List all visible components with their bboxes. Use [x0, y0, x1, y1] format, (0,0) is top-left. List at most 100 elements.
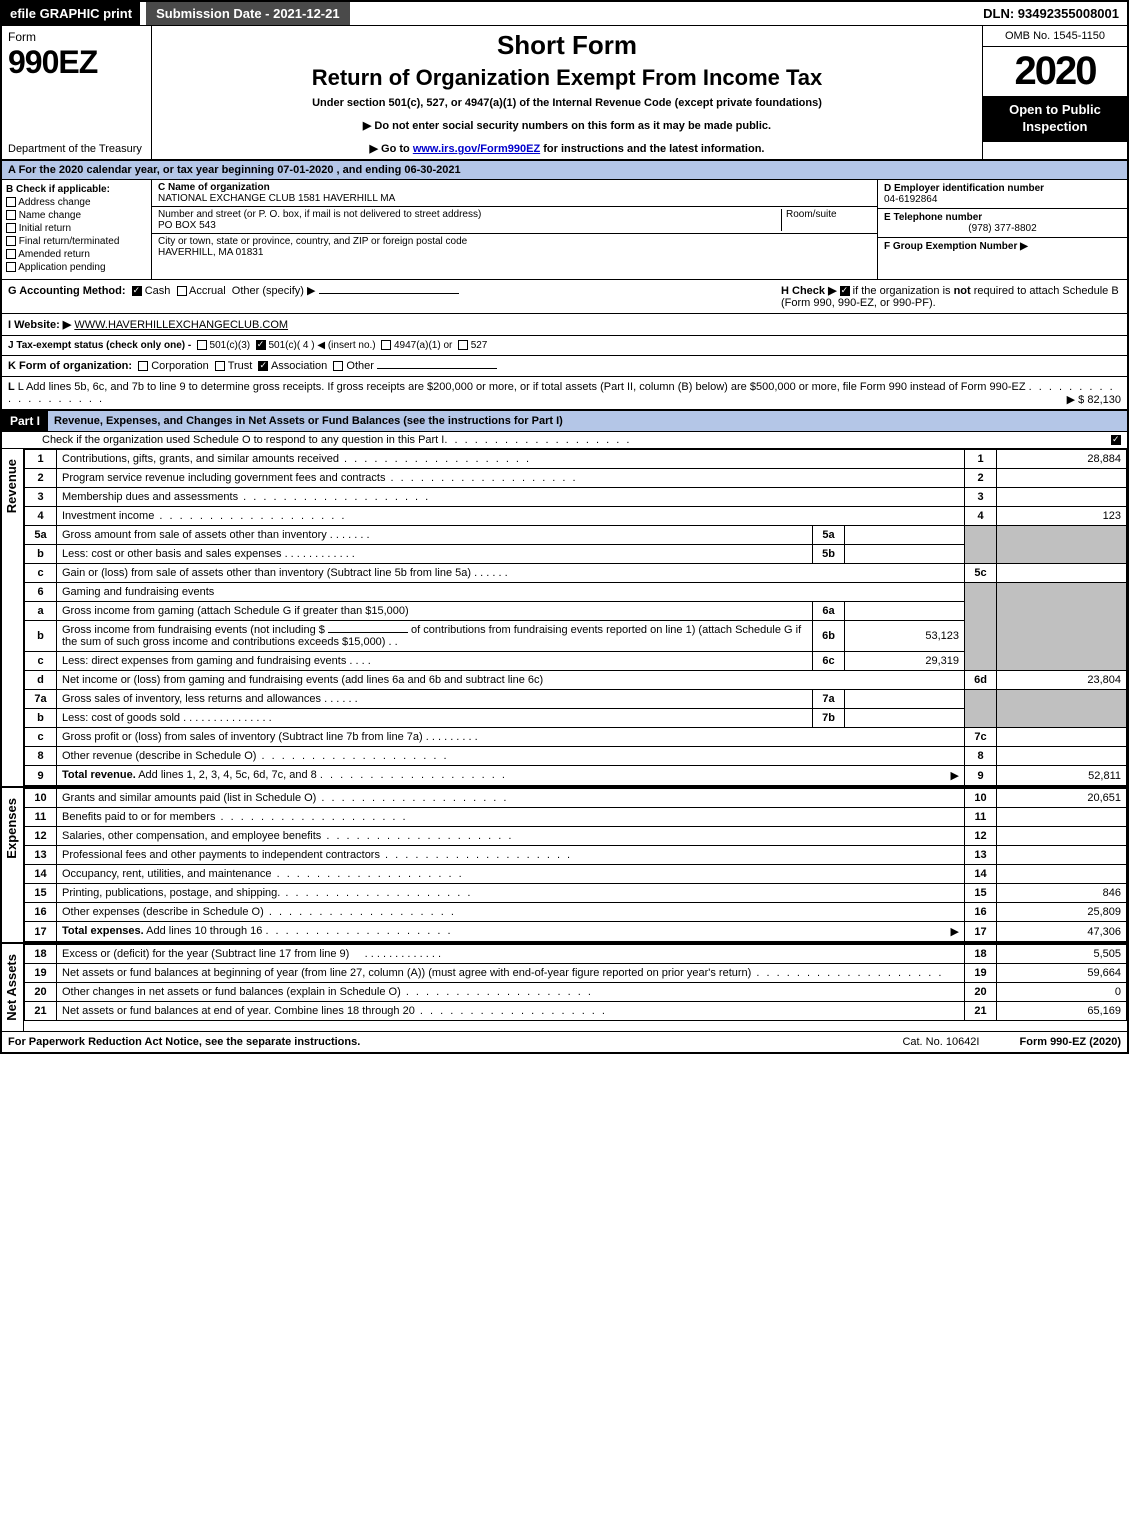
group-exemption-box: F Group Exemption Number ▶: [878, 238, 1127, 255]
line-5a: 5aGross amount from sale of assets other…: [25, 526, 1127, 545]
k-corp-check[interactable]: [138, 361, 148, 371]
omb-number: OMB No. 1545-1150: [983, 26, 1127, 47]
subtitle: Under section 501(c), 527, or 4947(a)(1)…: [162, 97, 972, 109]
form-header: Form 990EZ Department of the Treasury Sh…: [2, 26, 1127, 161]
k-label: K Form of organization:: [8, 360, 132, 372]
phone-box: E Telephone number (978) 377-8802: [878, 209, 1127, 238]
form-word: Form: [8, 30, 145, 44]
info-k: K Form of organization: Corporation Trus…: [2, 356, 1127, 377]
top-bar: efile GRAPHIC print Submission Date - 20…: [2, 2, 1127, 26]
line-15: 15Printing, publications, postage, and s…: [25, 884, 1127, 903]
check-initial-return[interactable]: Initial return: [6, 223, 147, 234]
f-label: F Group Exemption Number ▶: [884, 241, 1028, 252]
line-7c: cGross profit or (loss) from sales of in…: [25, 728, 1127, 747]
j-4947-check[interactable]: [381, 340, 391, 350]
line-12: 12Salaries, other compensation, and empl…: [25, 827, 1127, 846]
ein: 04-6192864: [884, 194, 937, 205]
line-14: 14Occupancy, rent, utilities, and mainte…: [25, 865, 1127, 884]
section-b-right: D Employer identification number 04-6192…: [877, 180, 1127, 279]
h-label: H Check ▶: [781, 285, 837, 297]
warning-line: ▶ Do not enter social security numbers o…: [162, 119, 972, 132]
c-label: C Name of organization: [158, 182, 871, 193]
j-527-check[interactable]: [458, 340, 468, 350]
line-20: 20Other changes in net assets or fund ba…: [25, 983, 1127, 1002]
revenue-side-label: Revenue: [2, 449, 24, 786]
org-name-box: C Name of organization NATIONAL EXCHANGE…: [152, 180, 877, 207]
part-i-schedule-o-check[interactable]: [1111, 434, 1121, 446]
g-cash-check[interactable]: [132, 286, 142, 296]
goto-line: ▶ Go to www.irs.gov/Form990EZ for instru…: [162, 142, 972, 155]
website-link[interactable]: WWW.HAVERHILLEXCHANGECLUB.COM: [74, 319, 288, 331]
line-18: 18Excess or (deficit) for the year (Subt…: [25, 945, 1127, 964]
revenue-table: 1Contributions, gifts, grants, and simil…: [24, 449, 1127, 786]
efile-label: efile GRAPHIC print: [2, 2, 140, 25]
inspection-label: Open to Public Inspection: [983, 96, 1127, 142]
line-9: 9Total revenue. Add lines 1, 2, 3, 4, 5c…: [25, 766, 1127, 786]
line-3: 3Membership dues and assessments3: [25, 488, 1127, 507]
g-accrual-check[interactable]: [177, 286, 187, 296]
line-2: 2Program service revenue including gover…: [25, 469, 1127, 488]
line-6a: aGross income from gaming (attach Schedu…: [25, 602, 1127, 621]
line-7b: bLess: cost of goods sold . . . . . . . …: [25, 709, 1127, 728]
k-trust-check[interactable]: [215, 361, 225, 371]
check-address-change[interactable]: Address change: [6, 197, 147, 208]
expenses-section: Expenses 10Grants and similar amounts pa…: [2, 786, 1127, 942]
line-10: 10Grants and similar amounts paid (list …: [25, 789, 1127, 808]
address-box: Number and street (or P. O. box, if mail…: [152, 207, 877, 234]
goto-post: for instructions and the latest informat…: [540, 143, 764, 155]
g-other-input[interactable]: [319, 293, 459, 294]
l-amount: ▶ $ 82,130: [1067, 393, 1121, 406]
part-i-check-text: Check if the organization used Schedule …: [42, 434, 444, 446]
city-box: City or town, state or province, country…: [152, 234, 877, 260]
row-a-taxyear: A For the 2020 calendar year, or tax yea…: [2, 161, 1127, 180]
line-19: 19Net assets or fund balances at beginni…: [25, 964, 1127, 983]
line-6c: cLess: direct expenses from gaming and f…: [25, 652, 1127, 671]
h-block: H Check ▶ if the organization is not req…: [781, 284, 1121, 309]
line-4: 4Investment income4123: [25, 507, 1127, 526]
info-l: L L Add lines 5b, 6c, and 7b to line 9 t…: [2, 377, 1127, 410]
k-other-input[interactable]: [377, 368, 497, 369]
h-checkbox[interactable]: [840, 286, 850, 296]
check-name-change[interactable]: Name change: [6, 210, 147, 221]
section-b: B Check if applicable: Address change Na…: [2, 180, 1127, 280]
line-5b: bLess: cost or other basis and sales exp…: [25, 545, 1127, 564]
footer-right: Form 990-EZ (2020): [1020, 1036, 1122, 1048]
j-501c3-check[interactable]: [197, 340, 207, 350]
k-assoc-check[interactable]: [258, 361, 268, 371]
org-name: NATIONAL EXCHANGE CLUB 1581 HAVERHILL MA: [158, 193, 395, 204]
netassets-table: 18Excess or (deficit) for the year (Subt…: [24, 944, 1127, 1021]
netassets-side-label: Net Assets: [2, 944, 24, 1031]
check-amended-return[interactable]: Amended return: [6, 249, 147, 260]
line-6d: dNet income or (loss) from gaming and fu…: [25, 671, 1127, 690]
line-8: 8Other revenue (describe in Schedule O)8: [25, 747, 1127, 766]
line-13: 13Professional fees and other payments t…: [25, 846, 1127, 865]
form-number: 990EZ: [8, 44, 145, 81]
j-501c-check[interactable]: [256, 340, 266, 350]
part-i-header: Part I Revenue, Expenses, and Changes in…: [2, 410, 1127, 432]
6b-contrib-input[interactable]: [328, 632, 408, 633]
check-final-return[interactable]: Final return/terminated: [6, 236, 147, 247]
l-text: L Add lines 5b, 6c, and 7b to line 9 to …: [18, 381, 1026, 393]
section-b-mid: C Name of organization NATIONAL EXCHANGE…: [152, 180, 877, 279]
line-5c: cGain or (loss) from sale of assets othe…: [25, 564, 1127, 583]
part-i-label: Part I: [2, 411, 48, 431]
section-b-checks: B Check if applicable: Address change Na…: [2, 180, 152, 279]
check-application-pending[interactable]: Application pending: [6, 262, 147, 273]
info-g-h: H Check ▶ if the organization is not req…: [2, 280, 1127, 314]
ein-box: D Employer identification number 04-6192…: [878, 180, 1127, 209]
irs-link[interactable]: www.irs.gov/Form990EZ: [413, 143, 540, 155]
info-j: J Tax-exempt status (check only one) - 5…: [2, 336, 1127, 356]
address: PO BOX 543: [158, 220, 216, 231]
dln-number: DLN: 93492355008001: [975, 2, 1127, 25]
expenses-table: 10Grants and similar amounts paid (list …: [24, 788, 1127, 942]
line-17: 17Total expenses. Add lines 10 through 1…: [25, 922, 1127, 942]
line-21: 21Net assets or fund balances at end of …: [25, 1002, 1127, 1021]
part-i-check-row: Check if the organization used Schedule …: [2, 432, 1127, 449]
goto-pre: ▶ Go to: [370, 143, 413, 155]
b-label: B Check if applicable:: [6, 184, 147, 195]
room-label: Room/suite: [786, 209, 837, 220]
header-center: Short Form Return of Organization Exempt…: [152, 26, 982, 159]
k-other-check[interactable]: [333, 361, 343, 371]
expenses-side-label: Expenses: [2, 788, 24, 942]
line-7a: 7aGross sales of inventory, less returns…: [25, 690, 1127, 709]
